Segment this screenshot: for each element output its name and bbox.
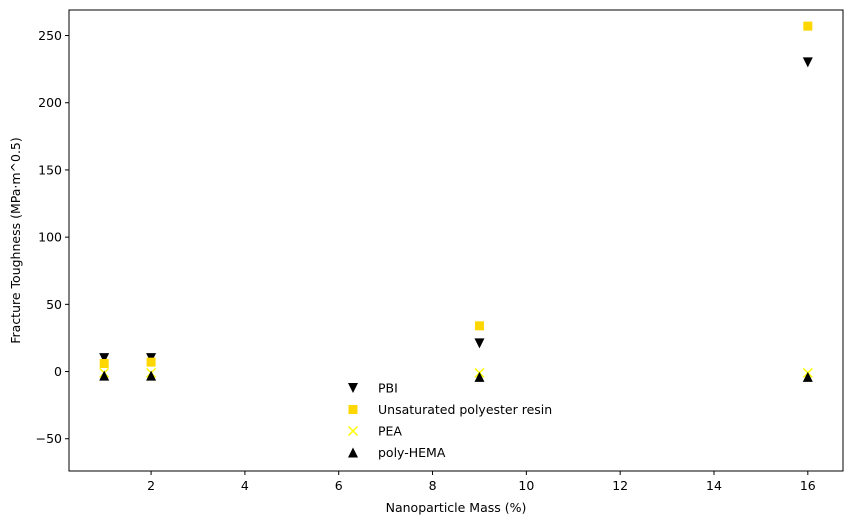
y-axis-ticks: −50 0 50 100 150 200 250 <box>36 28 69 446</box>
legend-label-pbi: PBI <box>378 381 398 396</box>
y-tick-label: 0 <box>54 364 62 379</box>
x-tick-label: 6 <box>335 478 343 493</box>
pbi-point <box>802 57 813 68</box>
y-tick-label: 50 <box>46 297 62 312</box>
poly-hema-point <box>146 370 157 381</box>
legend-marker-pea <box>347 425 359 437</box>
y-tick-label: 150 <box>38 162 62 177</box>
legend: PBI Unsaturated polyester resin PEA poly-HE… <box>347 381 552 460</box>
legend-label-poly-hema: poly-HEMA <box>378 445 446 460</box>
x-tick-label: 16 <box>800 478 816 493</box>
x-tick-label: 2 <box>147 478 155 493</box>
legend-marker-unsaturated-polyester-resin <box>348 405 358 414</box>
legend-label-pea: PEA <box>378 424 402 439</box>
y-tick-label: 200 <box>38 95 62 110</box>
unsaturated-polyester-resin-point <box>146 357 156 367</box>
x-tick-label: 4 <box>241 478 249 493</box>
x-axis-ticks: 2 4 6 8 10 12 14 16 <box>147 471 816 493</box>
pbi-point <box>99 353 110 364</box>
x-tick-label: 10 <box>518 478 534 493</box>
unsaturated-polyester-resin-point <box>474 321 484 331</box>
x-tick-label: 8 <box>429 478 437 493</box>
y-axis-label: Fracture Toughness (MPa·m^0.5) <box>8 137 23 344</box>
legend-marker-pbi <box>348 383 358 393</box>
data-marks <box>99 21 813 382</box>
plot-background <box>69 10 843 471</box>
x-tick-label: 14 <box>706 478 722 493</box>
legend-label-unsaturated-polyester-resin: Unsaturated polyester resin <box>378 402 552 417</box>
poly-hema-point <box>802 371 813 382</box>
x-axis-label: Nanoparticle Mass (%) <box>386 500 527 515</box>
pbi-point <box>474 338 485 349</box>
poly-hema-point <box>99 370 110 381</box>
unsaturated-polyester-resin-point <box>803 21 813 31</box>
legend-marker-poly-hema <box>348 447 358 458</box>
plot-frame <box>68 9 844 472</box>
y-tick-label: 100 <box>38 230 62 245</box>
unsaturated-polyester-resin-point <box>99 358 109 368</box>
y-tick-label: 250 <box>38 28 62 43</box>
x-tick-label: 12 <box>612 478 628 493</box>
poly-hema-point <box>474 371 485 382</box>
y-tick-label: −50 <box>36 431 62 446</box>
